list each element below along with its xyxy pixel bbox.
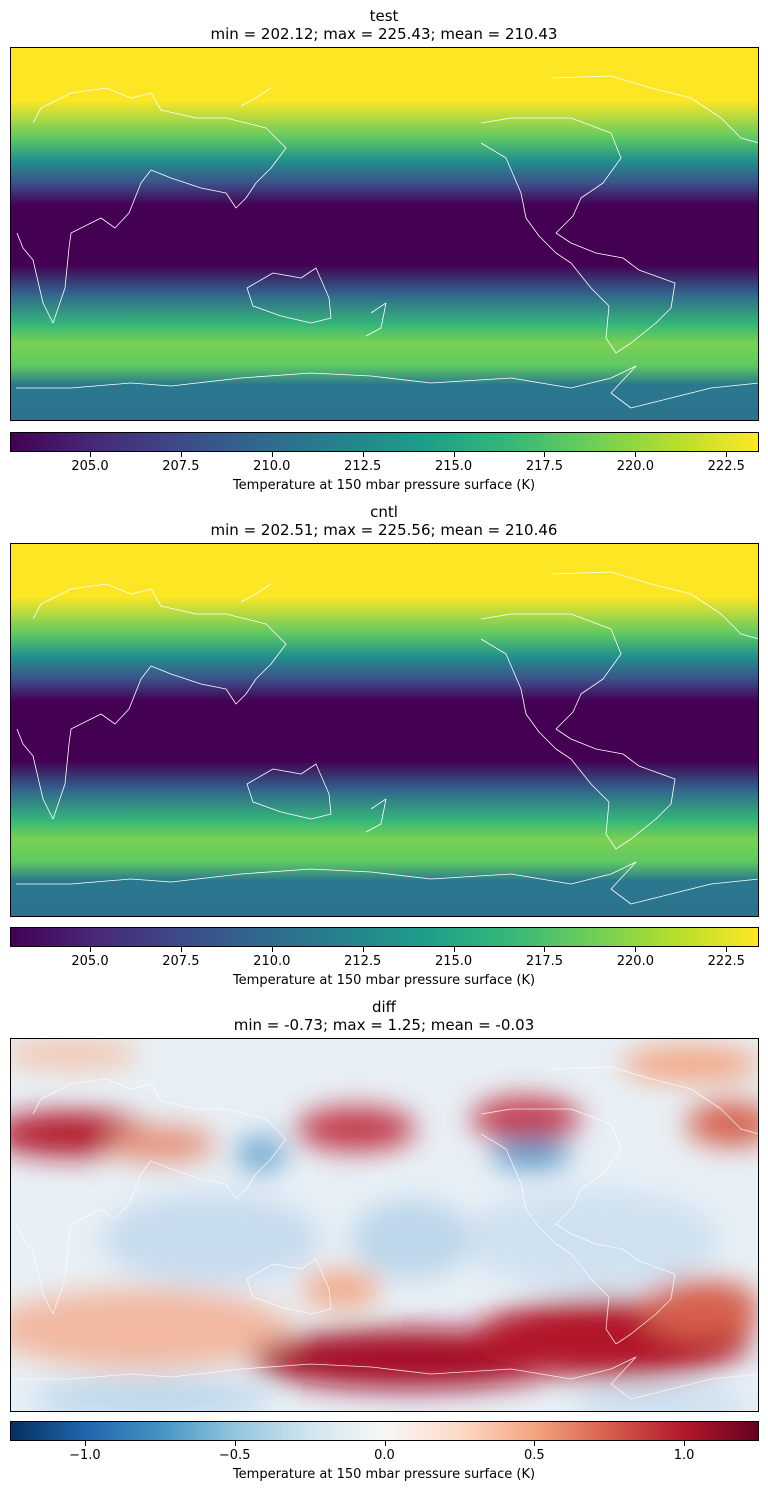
colorbar-tick-label: 220.0 bbox=[616, 459, 654, 474]
panel-test-colorbar-label: Temperature at 150 mbar pressure surface… bbox=[232, 478, 536, 493]
panel-cntl-map bbox=[10, 543, 759, 917]
panel-test-stats: min = 202.12; max = 225.43; mean = 210.4… bbox=[210, 25, 558, 43]
colorbar-tick-label: 222.5 bbox=[707, 459, 745, 474]
colorbar-tick bbox=[534, 1441, 536, 1446]
colorbar-tick bbox=[180, 452, 182, 457]
panel-diff-stats: min = -0.73; max = 1.25; mean = -0.03 bbox=[233, 1016, 535, 1034]
panel-test-colorbar bbox=[10, 432, 759, 452]
colorbar-tick-label: 1.0 bbox=[673, 1448, 695, 1463]
colorbar-tick bbox=[544, 452, 546, 457]
colorbar-tick bbox=[362, 947, 364, 952]
colorbar-tick-label: −0.5 bbox=[218, 1448, 251, 1463]
panel-cntl-stats: min = 202.51; max = 225.56; mean = 210.4… bbox=[210, 521, 558, 539]
colorbar-tick bbox=[89, 452, 91, 457]
colorbar-tick-label: 207.5 bbox=[162, 954, 200, 969]
colorbar-tick bbox=[635, 452, 637, 457]
colorbar-tick bbox=[453, 947, 455, 952]
colorbar-tick-label: 0.0 bbox=[374, 1448, 395, 1463]
colorbar-tick bbox=[544, 947, 546, 952]
colorbar-tick-label: 207.5 bbox=[162, 459, 200, 474]
colorbar-tick bbox=[89, 947, 91, 952]
colorbar-tick-label: 215.0 bbox=[434, 954, 473, 969]
colorbar-tick bbox=[635, 947, 637, 952]
colorbar-tick bbox=[684, 1441, 686, 1446]
panel-test-map bbox=[10, 47, 759, 421]
colorbar-tick bbox=[384, 1441, 386, 1446]
panel-cntl-colorbar-ticks: 205.0 207.5 210.0 212.5 215.0 217.5 220.0 222.5 bbox=[10, 947, 759, 969]
panel-diff-colorbar-label: Temperature at 150 mbar pressure surface… bbox=[232, 1467, 536, 1482]
colorbar-tick bbox=[271, 452, 273, 457]
panel-cntl-title: cntl bbox=[370, 503, 398, 521]
colorbar-tick bbox=[726, 947, 728, 952]
colorbar-tick-label: 205.0 bbox=[71, 954, 109, 969]
panel-test-title: test bbox=[369, 7, 399, 25]
panel-test-colorbar-ticks: 205.0 207.5 210.0 212.5 215.0 217.5 220.0 222.5 bbox=[10, 452, 759, 474]
colorbar-tick-label: 215.0 bbox=[434, 459, 473, 474]
colorbar-tick-label: 205.0 bbox=[71, 459, 109, 474]
colorbar-tick-label: 222.5 bbox=[707, 954, 745, 969]
panel-cntl-colorbar bbox=[10, 927, 759, 947]
colorbar-tick-label: 212.5 bbox=[344, 954, 382, 969]
colorbar-tick-label: 0.5 bbox=[523, 1448, 545, 1463]
colorbar-tick bbox=[234, 1441, 236, 1446]
colorbar-tick bbox=[180, 947, 182, 952]
colorbar-tick-label: 217.5 bbox=[525, 459, 564, 474]
colorbar-tick-label: 217.5 bbox=[525, 954, 564, 969]
panel-cntl-colorbar-label: Temperature at 150 mbar pressure surface… bbox=[232, 973, 536, 988]
colorbar-tick-label: −1.0 bbox=[69, 1448, 101, 1463]
colorbar-tick-label: 220.0 bbox=[616, 954, 654, 969]
colorbar-tick-label: 210.0 bbox=[253, 459, 291, 474]
colorbar-tick-label: 210.0 bbox=[253, 954, 291, 969]
colorbar-tick bbox=[362, 452, 364, 457]
colorbar-tick bbox=[453, 452, 455, 457]
panel-diff-map bbox=[10, 1038, 759, 1412]
panel-diff-colorbar bbox=[10, 1421, 759, 1441]
panel-diff-title: diff bbox=[371, 998, 397, 1016]
colorbar-tick bbox=[84, 1441, 86, 1446]
panel-diff-colorbar-ticks: −1.0 −0.5 0.0 0.5 1.0 bbox=[10, 1441, 759, 1463]
colorbar-tick bbox=[271, 947, 273, 952]
colorbar-tick bbox=[726, 452, 728, 457]
colorbar-tick-label: 212.5 bbox=[344, 459, 382, 474]
